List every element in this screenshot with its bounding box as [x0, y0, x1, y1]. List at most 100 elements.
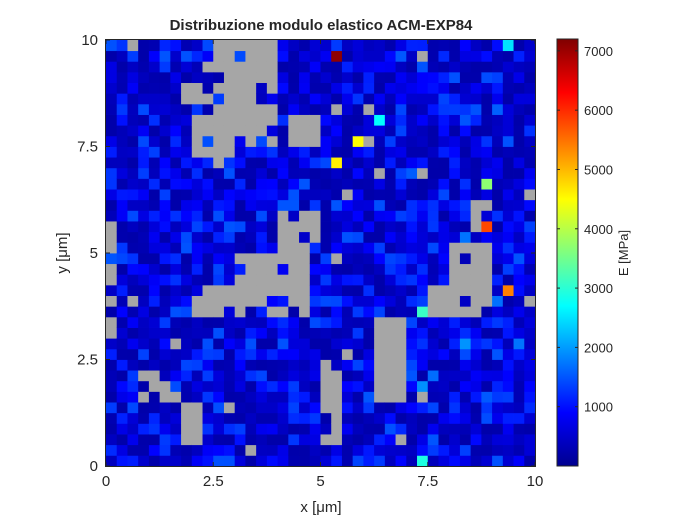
heatmap-cell [266, 444, 278, 456]
heatmap-cell [170, 135, 182, 147]
heatmap-cell [148, 135, 161, 147]
heatmap-cell [524, 114, 536, 126]
colorbar-gradient [556, 38, 579, 467]
heatmap-cell [223, 274, 236, 286]
heatmap-cell-nodata [234, 295, 246, 307]
heatmap-cell [481, 82, 493, 94]
heatmap-cell [502, 40, 514, 52]
heatmap-cell [223, 455, 236, 467]
heatmap-cell [309, 178, 321, 190]
heatmap-cell [170, 93, 182, 105]
heatmap-cell [417, 359, 429, 371]
heatmap-cell-nodata [213, 135, 225, 147]
heatmap-cell [459, 231, 472, 243]
heatmap-cell-nodata [223, 61, 236, 73]
heatmap-cell [384, 231, 396, 243]
heatmap-cell-nodata [213, 103, 225, 115]
heatmap-cell [127, 114, 139, 126]
heatmap-cell [341, 253, 354, 265]
x-tick-label: 2.5 [203, 473, 224, 490]
heatmap-cell [320, 231, 332, 243]
heatmap-cell [106, 61, 118, 73]
heatmap-cell [181, 455, 193, 467]
heatmap-cell [288, 157, 300, 169]
heatmap-cell-nodata [363, 135, 375, 147]
heatmap-cell [159, 71, 171, 83]
heatmap-cell [417, 253, 429, 265]
heatmap-cell [492, 455, 504, 467]
heatmap-cell [116, 434, 128, 446]
heatmap-cell-nodata [106, 263, 118, 275]
heatmap-cell [341, 434, 354, 446]
heatmap-cell-nodata [266, 50, 278, 62]
heatmap-cell [331, 359, 343, 371]
heatmap-cell [406, 178, 418, 190]
heatmap-cell [256, 444, 268, 456]
heatmap-cell [181, 71, 193, 83]
heatmap-cell [234, 135, 246, 147]
heatmap-cell [459, 157, 472, 169]
heatmap-cell [213, 348, 225, 360]
heatmap-cell [352, 135, 364, 147]
heatmap-cell [341, 231, 354, 243]
heatmap-cell [202, 327, 214, 339]
heatmap-cell [170, 146, 182, 158]
heatmap-cell-nodata [191, 295, 203, 307]
heatmap-cell [470, 327, 482, 339]
heatmap-cell [384, 82, 396, 94]
heatmap-cell [406, 167, 418, 179]
colorbar-label: E [MPa] [616, 230, 631, 276]
heatmap-cell [309, 455, 321, 467]
heatmap-cell [524, 338, 536, 350]
heatmap-cell [299, 402, 311, 414]
heatmap-cell-nodata [417, 50, 429, 62]
heatmap-cell [127, 93, 139, 105]
heatmap-cell [502, 295, 514, 307]
heatmap-cell [502, 82, 514, 94]
heatmap-cell [191, 242, 203, 254]
heatmap-cell [492, 221, 504, 233]
heatmap-cell [191, 391, 203, 403]
heatmap-cell [309, 242, 321, 254]
chart-title: Distribuzione modulo elastico ACM-EXP84 [170, 17, 473, 34]
heatmap-cell [213, 263, 225, 275]
colorbar-tick-label: 6000 [584, 103, 613, 118]
heatmap-cell [502, 210, 514, 222]
heatmap-cell [352, 370, 364, 382]
heatmap-cell [513, 50, 525, 62]
heatmap-cell [363, 93, 375, 105]
heatmap-cell [406, 359, 418, 371]
heatmap-cell [513, 412, 525, 424]
heatmap-cell [116, 210, 128, 222]
heatmap-cell [502, 189, 514, 201]
heatmap-cell-nodata [266, 263, 278, 275]
heatmap-cell [449, 210, 461, 222]
heatmap-cell [449, 412, 461, 424]
heatmap-cell [352, 103, 364, 115]
heatmap-cell [181, 306, 193, 318]
heatmap-cell [427, 178, 439, 190]
heatmap-cell [159, 284, 171, 296]
heatmap-cell [181, 391, 193, 403]
heatmap-cell [427, 370, 439, 382]
heatmap-cell-nodata [256, 71, 268, 83]
heatmap-cell [427, 423, 439, 435]
heatmap-cell [234, 370, 246, 382]
heatmap-cell [481, 167, 493, 179]
heatmap-cell-nodata [438, 306, 450, 318]
heatmap-cell [417, 40, 429, 52]
heatmap-cell [288, 71, 300, 83]
heatmap-cell [159, 210, 171, 222]
heatmap-cell [309, 402, 321, 414]
heatmap-cell [299, 146, 311, 158]
heatmap-cell [524, 242, 536, 254]
heatmap-cell [288, 370, 300, 382]
heatmap-cell [213, 391, 225, 403]
heatmap-cell-nodata [213, 82, 225, 94]
heatmap-cell [513, 434, 525, 446]
heatmap-cell-nodata [191, 82, 203, 94]
heatmap-cell [363, 380, 375, 392]
heatmap-cell-nodata [331, 391, 343, 403]
heatmap-cell-nodata [288, 114, 300, 126]
heatmap-cell [417, 61, 429, 73]
